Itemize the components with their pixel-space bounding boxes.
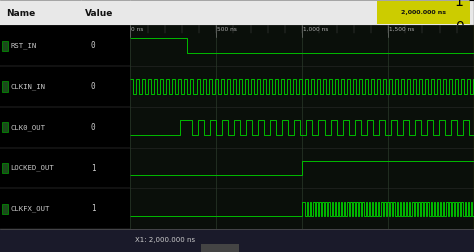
Text: Name: Name (7, 9, 36, 18)
Text: 1,000 ns: 1,000 ns (303, 27, 328, 32)
Text: Value: Value (85, 9, 113, 18)
Bar (2, 81, 8, 91)
Text: 1,500 ns: 1,500 ns (389, 27, 414, 32)
Text: CLKFX_OUT: CLKFX_OUT (10, 206, 50, 212)
Text: CLKIN_IN: CLKIN_IN (10, 83, 46, 90)
Bar (2, 163, 8, 173)
Bar (201, 244, 239, 252)
Text: 2,000.000 ns: 2,000.000 ns (401, 10, 446, 15)
Text: LOCKED_OUT: LOCKED_OUT (10, 165, 54, 171)
Text: X1: 2,000.000 ns: X1: 2,000.000 ns (135, 237, 195, 242)
Bar (2, 204, 8, 214)
Text: 1: 1 (91, 204, 95, 213)
Text: 0: 0 (91, 41, 95, 50)
Text: CLK0_OUT: CLK0_OUT (10, 124, 46, 131)
Bar (2, 41, 8, 51)
Bar (2, 122, 8, 132)
Text: 500 ns: 500 ns (217, 27, 237, 32)
Text: 1: 1 (91, 164, 95, 173)
Text: 0 ns: 0 ns (131, 27, 144, 32)
Bar (377, 1, 470, 24)
Text: 0: 0 (91, 82, 95, 91)
Text: 0: 0 (91, 123, 95, 132)
Text: RST_IN: RST_IN (10, 42, 37, 49)
